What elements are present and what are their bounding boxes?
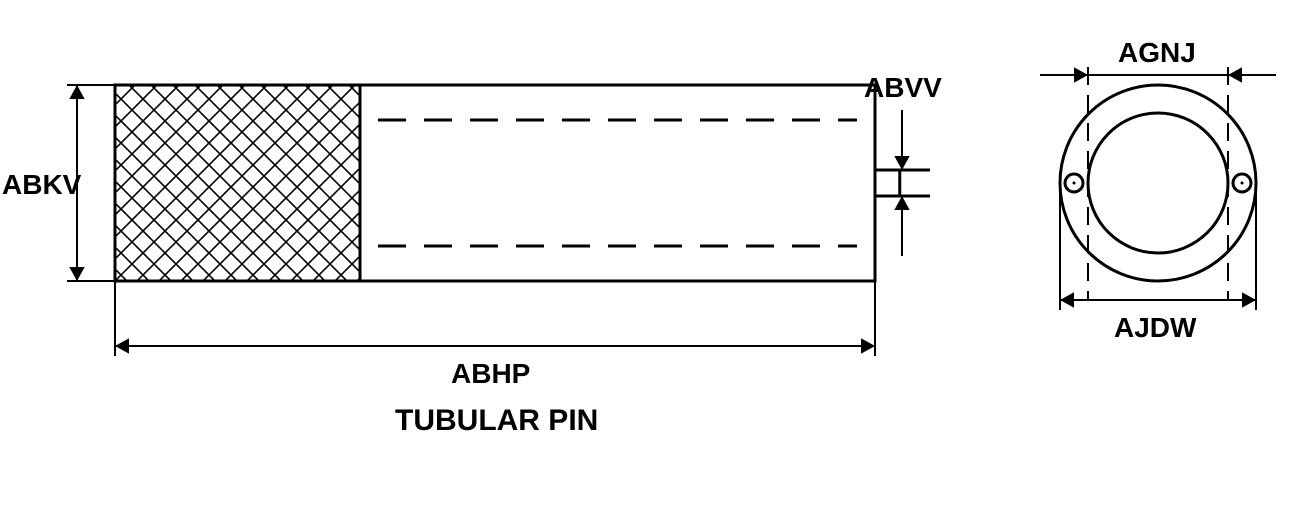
- label-agnj: AGNJ: [1118, 37, 1196, 69]
- tubular-pin-diagram: [0, 0, 1312, 524]
- diagram-title: TUBULAR PIN: [395, 404, 598, 438]
- label-abvv: ABVV: [864, 72, 942, 104]
- label-abkv: ABKV: [2, 169, 81, 201]
- label-abhp: ABHP: [451, 358, 530, 390]
- label-ajdw: AJDW: [1114, 312, 1196, 344]
